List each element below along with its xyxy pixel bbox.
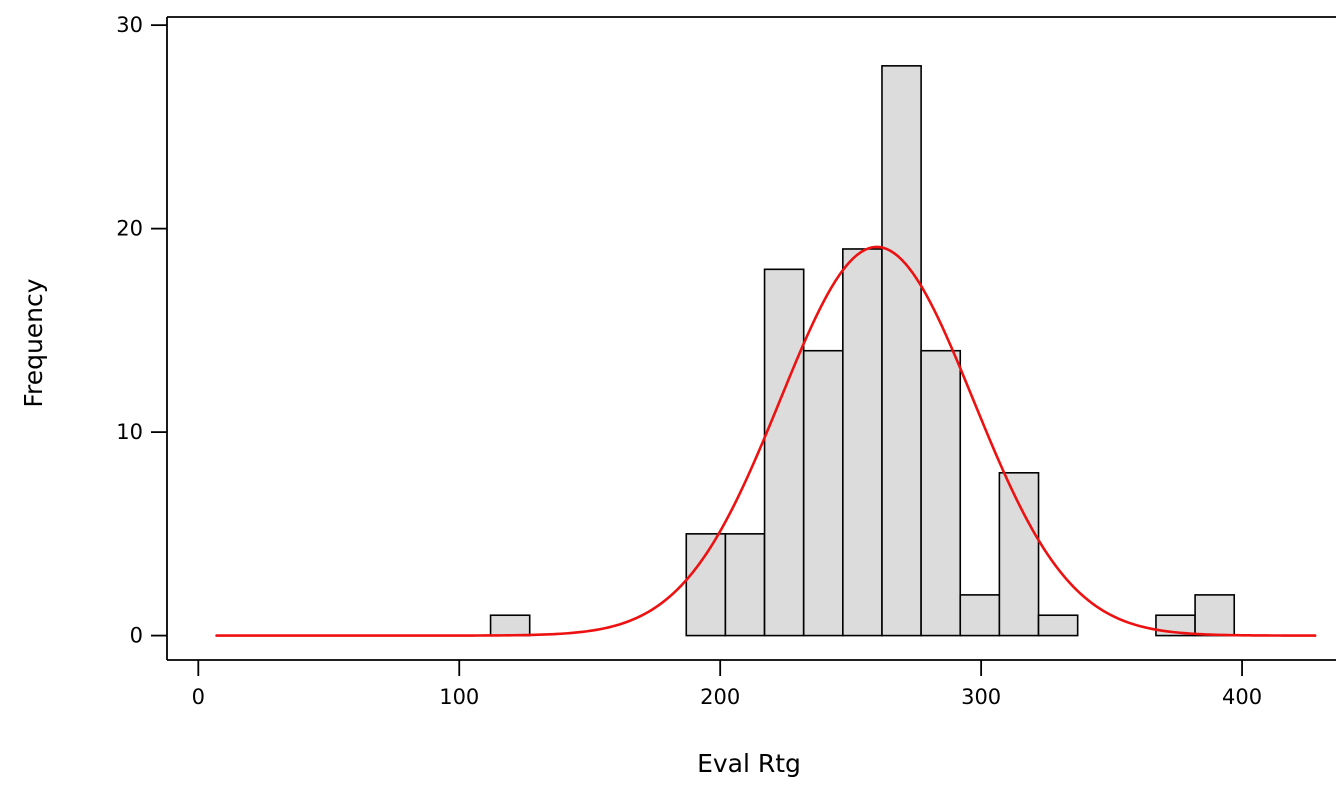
- histogram-bar: [489, 614, 531, 637]
- x-tick-label: 200: [700, 685, 740, 709]
- histogram-bar: [724, 533, 766, 637]
- y-tick-label: 0: [130, 624, 143, 648]
- x-tick-label: 0: [192, 685, 205, 709]
- histogram-bar: [802, 349, 844, 637]
- curve-layer: [215, 245, 1317, 637]
- histogram-bar: [1194, 594, 1236, 637]
- y-tick-label: 20: [116, 217, 143, 241]
- x-axis-title: Eval Rtg: [697, 749, 801, 778]
- histogram-bar: [1037, 614, 1079, 637]
- x-tick-label: 300: [961, 685, 1001, 709]
- histogram-bar: [763, 268, 805, 637]
- y-tick-label: 30: [116, 13, 143, 37]
- histogram-bar: [842, 248, 883, 637]
- x-tick-label: 400: [1222, 685, 1262, 709]
- bars-layer: [489, 65, 1236, 637]
- histogram-bar: [685, 533, 727, 637]
- y-axis-title: Frequency: [19, 278, 48, 407]
- x-tick-label: 100: [439, 685, 479, 709]
- normal-fit-curve: [215, 245, 1317, 637]
- histogram-bar: [920, 349, 962, 637]
- histogram-bar: [998, 471, 1040, 637]
- histogram-bar: [959, 594, 1001, 637]
- y-tick-label: 10: [116, 420, 143, 444]
- histogram-bar: [881, 65, 922, 637]
